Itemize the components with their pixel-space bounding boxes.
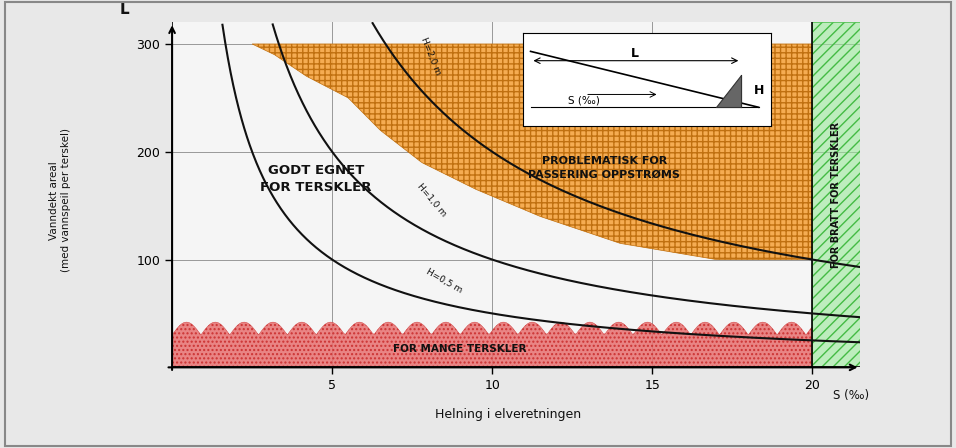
Text: FOR BRATT FOR TERSKLER: FOR BRATT FOR TERSKLER [832,122,841,268]
Text: L: L [120,2,129,17]
Polygon shape [252,44,813,259]
Text: Helning i elveretningen: Helning i elveretningen [435,408,581,421]
Text: H=0,5 m: H=0,5 m [424,267,464,295]
Text: GODT EGNET
FOR TERSKLER: GODT EGNET FOR TERSKLER [260,164,372,194]
Text: FOR MANGE TERSKLER: FOR MANGE TERSKLER [394,344,527,354]
Text: H=2,0 m: H=2,0 m [419,36,443,77]
Polygon shape [172,322,813,367]
Text: H=1,0 m: H=1,0 m [416,182,448,219]
Text: S (‰): S (‰) [833,389,869,402]
Text: PROBLEMATISK FOR
PASSERING OPPSTRØMS: PROBLEMATISK FOR PASSERING OPPSTRØMS [529,156,681,180]
Polygon shape [813,22,860,367]
Text: Vanndekt areal
(med vannspeil per terskel): Vanndekt areal (med vannspeil per terske… [49,128,71,272]
